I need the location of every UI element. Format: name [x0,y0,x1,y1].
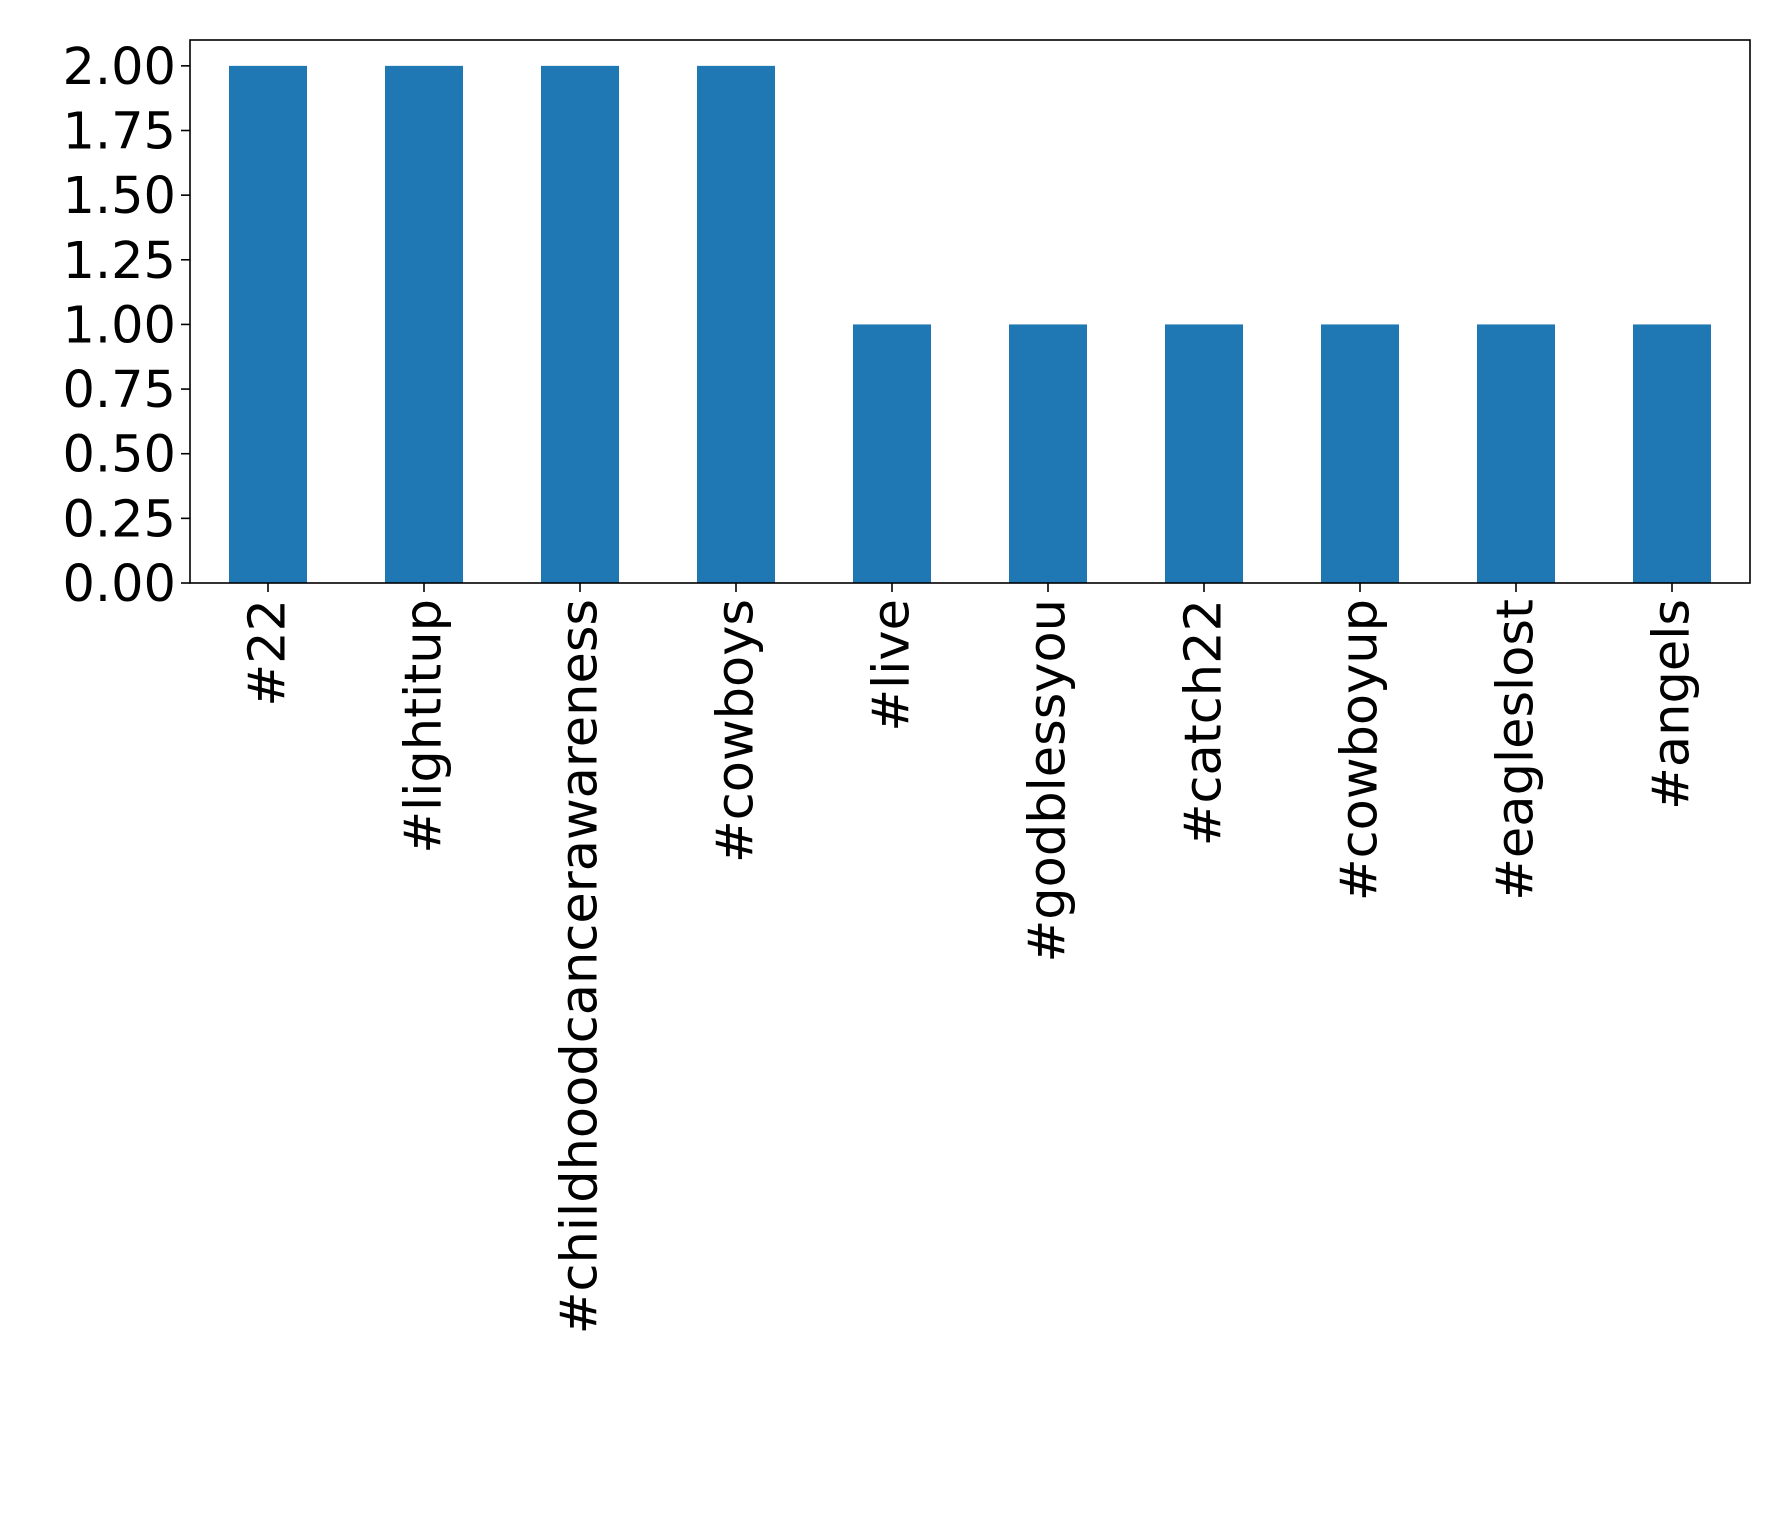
y-tick-label: 0.00 [62,555,176,614]
bar-5 [1009,324,1087,583]
x-tick-label: #childhoodcancerawareness [551,599,610,1334]
x-tick-label: #catch22 [1175,599,1234,846]
x-tick-label: #cowboys [707,599,766,863]
y-tick-label: 1.00 [62,296,176,355]
bar-8 [1477,324,1555,583]
y-tick-label: 0.50 [62,426,176,485]
plot-frame [189,39,1751,584]
bar-7 [1321,324,1399,583]
bar-3 [697,65,775,584]
bar-4 [853,324,931,583]
x-tick-label: #live [863,599,922,732]
x-tick-label: #angels [1643,599,1702,810]
bar-9 [1633,324,1711,583]
x-tick-label: #eagleslost [1487,599,1546,901]
y-axis: 0.00 0.250.50 0.75 1.001.25 1.501.75 2.00 [62,38,190,614]
y-tick-label: 1.50 [62,167,176,226]
bar-2 [541,65,619,584]
bars-group [229,65,1711,584]
y-tick-label: 1.25 [62,232,176,291]
x-tick-label: #22 [239,599,298,707]
x-axis: #22 #lightitup #childhoodcancerawareness #c… [239,583,1702,1334]
y-tick-label: 0.75 [62,361,176,420]
x-tick-label: #godblessyou [1019,599,1078,962]
bar-0 [229,65,307,584]
x-tick-label: #cowboyup [1331,599,1390,901]
y-tick-label: 0.25 [62,490,176,549]
bar-6 [1165,324,1243,583]
x-tick-label: #lightitup [395,599,454,854]
y-tick-label: 2.00 [62,38,176,97]
bar-1 [385,65,463,584]
y-tick-label: 1.75 [62,103,176,162]
